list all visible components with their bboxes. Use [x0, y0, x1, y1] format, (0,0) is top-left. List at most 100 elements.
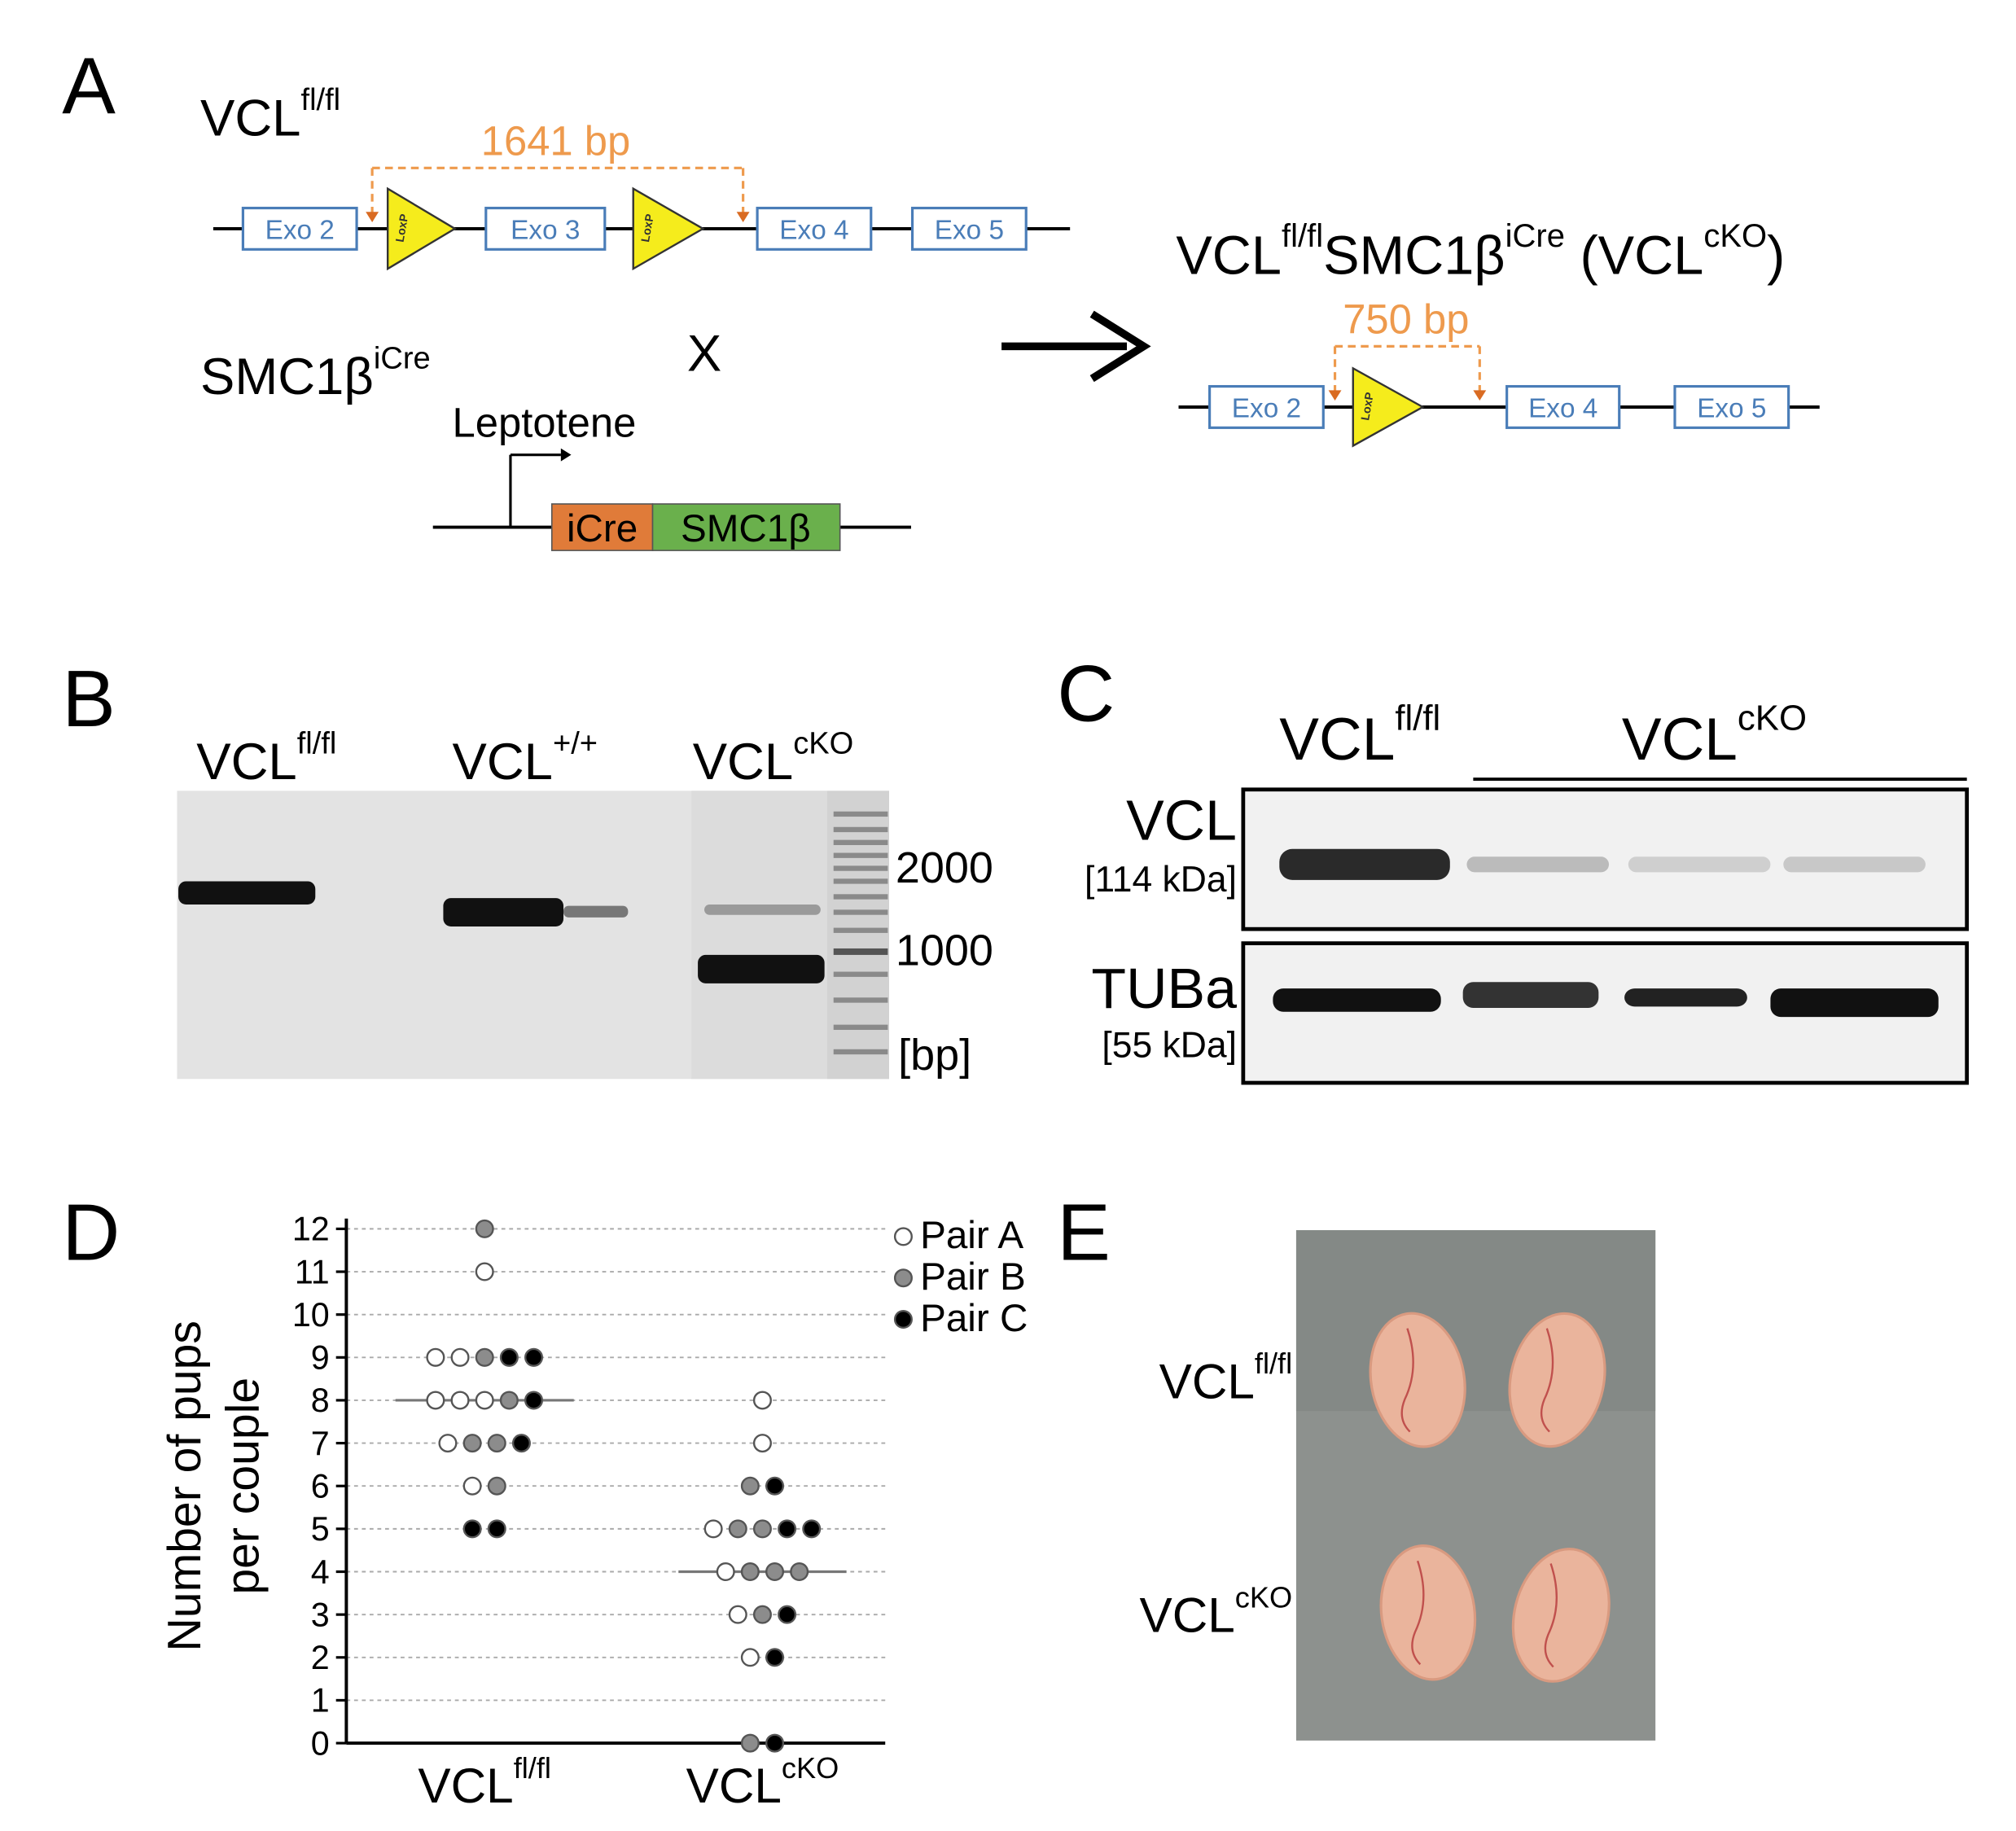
text-part: VCL [200, 90, 300, 147]
data-dot [524, 1347, 544, 1367]
y-tick-label: 2 [311, 1639, 330, 1676]
superscript: fl/fl [1395, 699, 1440, 738]
blot-band [1273, 988, 1441, 1012]
text-part: VCL [418, 1758, 513, 1813]
legend-swatch [893, 1227, 913, 1246]
superscript: fl/fl [300, 83, 340, 117]
text-part: VCL [196, 734, 296, 791]
text-part: VCL [1176, 226, 1282, 286]
data-dot [752, 1434, 772, 1453]
ladder-label: 1000 [896, 926, 993, 975]
legend-swatch [893, 1309, 913, 1329]
ladder-band [833, 865, 888, 871]
loxp-site [632, 186, 705, 271]
gel-lane [691, 791, 827, 1080]
testis [1369, 1312, 1466, 1448]
x-tick-label: VCLfl/fl [418, 1751, 551, 1813]
y-tick-label: 12 [292, 1211, 330, 1248]
gel-ladder [826, 791, 889, 1080]
ladder-band [833, 948, 888, 955]
arrow-head [366, 212, 379, 222]
superscript: +/+ [553, 726, 598, 760]
data-dot [524, 1391, 544, 1410]
data-dot [487, 1476, 506, 1496]
arrow-head [1328, 390, 1342, 401]
data-dot [778, 1605, 797, 1624]
blood-vessel [1400, 1328, 1414, 1433]
superscript: fl/fl [1282, 218, 1323, 254]
column-label: VCLcKO [1622, 699, 1807, 773]
data-dot [426, 1391, 445, 1410]
gel-band [178, 881, 316, 905]
y-tick-label: 4 [311, 1553, 330, 1591]
arrow-head [560, 448, 572, 462]
ladder-band [833, 894, 888, 900]
ladder-band [833, 878, 888, 884]
text-part: VCL [1622, 707, 1738, 773]
data-dot [765, 1733, 785, 1753]
data-dot [752, 1605, 772, 1624]
data-dot [475, 1219, 494, 1238]
blot-band-faint [1466, 856, 1610, 873]
data-dot [450, 1391, 470, 1410]
blot-band [1624, 988, 1747, 1007]
data-dot [475, 1391, 494, 1410]
data-dot [778, 1519, 797, 1539]
data-dot [790, 1562, 809, 1582]
exon-box [1208, 384, 1325, 429]
exon-box [484, 206, 607, 251]
blood-vessel [1544, 1563, 1558, 1668]
cross-symbol: X [687, 326, 721, 383]
superscript: cKO [782, 1751, 839, 1785]
y-tick-label: 6 [311, 1468, 330, 1505]
exon-label: Exo 2 [265, 216, 335, 246]
panel-label: A [62, 42, 116, 131]
lane-label: VCL+/+ [453, 726, 598, 791]
loxp-label: LoxP [639, 212, 657, 243]
lane-label: VCLfl/fl [196, 726, 336, 791]
protein-label: TUBa [1091, 957, 1237, 1020]
superscript: cKO [793, 726, 853, 760]
text-part: VCL [1279, 707, 1395, 773]
y-tick-label: 8 [311, 1382, 330, 1419]
y-tick-label: 11 [295, 1253, 330, 1290]
exon-box [1673, 384, 1790, 429]
exon-box [910, 206, 1028, 251]
arrow-head [1473, 390, 1487, 401]
text-part: VCL [1140, 1588, 1235, 1643]
ladder-band [833, 839, 888, 845]
y-tick-label: 1 [311, 1682, 330, 1719]
y-tick-label: 9 [311, 1339, 330, 1377]
size-label: [114 kDa] [1085, 860, 1237, 900]
data-dot [765, 1562, 785, 1582]
superscript: fl/fl [514, 1751, 551, 1785]
testis [1379, 1544, 1477, 1681]
exon-label: Exo 2 [1232, 394, 1301, 424]
text-part: SMC1β [200, 348, 374, 405]
ladder-band [833, 852, 888, 858]
data-dot [499, 1347, 519, 1367]
promoter-label: Leptotene [453, 399, 637, 445]
ladder-band [833, 826, 888, 833]
ladder-band [833, 811, 888, 817]
exon-label: Exo 5 [1697, 394, 1766, 424]
exon-box [241, 206, 358, 251]
row-label: VCLcKO [1140, 1580, 1293, 1642]
exon-box [1505, 384, 1621, 429]
testis [1511, 1548, 1611, 1683]
data-dot [765, 1648, 785, 1667]
data-dot [802, 1519, 822, 1539]
panel-label: B [62, 654, 116, 743]
genotype-label: VCLfl/fl [200, 83, 340, 147]
data-dot [703, 1519, 723, 1539]
y-axis-label: Number of pups [159, 1321, 211, 1651]
blot-band-faint [1628, 856, 1771, 873]
data-dot [740, 1476, 760, 1496]
ladder-band [833, 971, 888, 977]
data-dot [752, 1519, 772, 1539]
data-dot [462, 1519, 482, 1539]
y-tick-label: 10 [292, 1296, 330, 1334]
row-label: VCLfl/fl [1159, 1347, 1293, 1408]
ladder-label: 2000 [896, 843, 993, 892]
exon-label: Exo 3 [511, 216, 580, 246]
